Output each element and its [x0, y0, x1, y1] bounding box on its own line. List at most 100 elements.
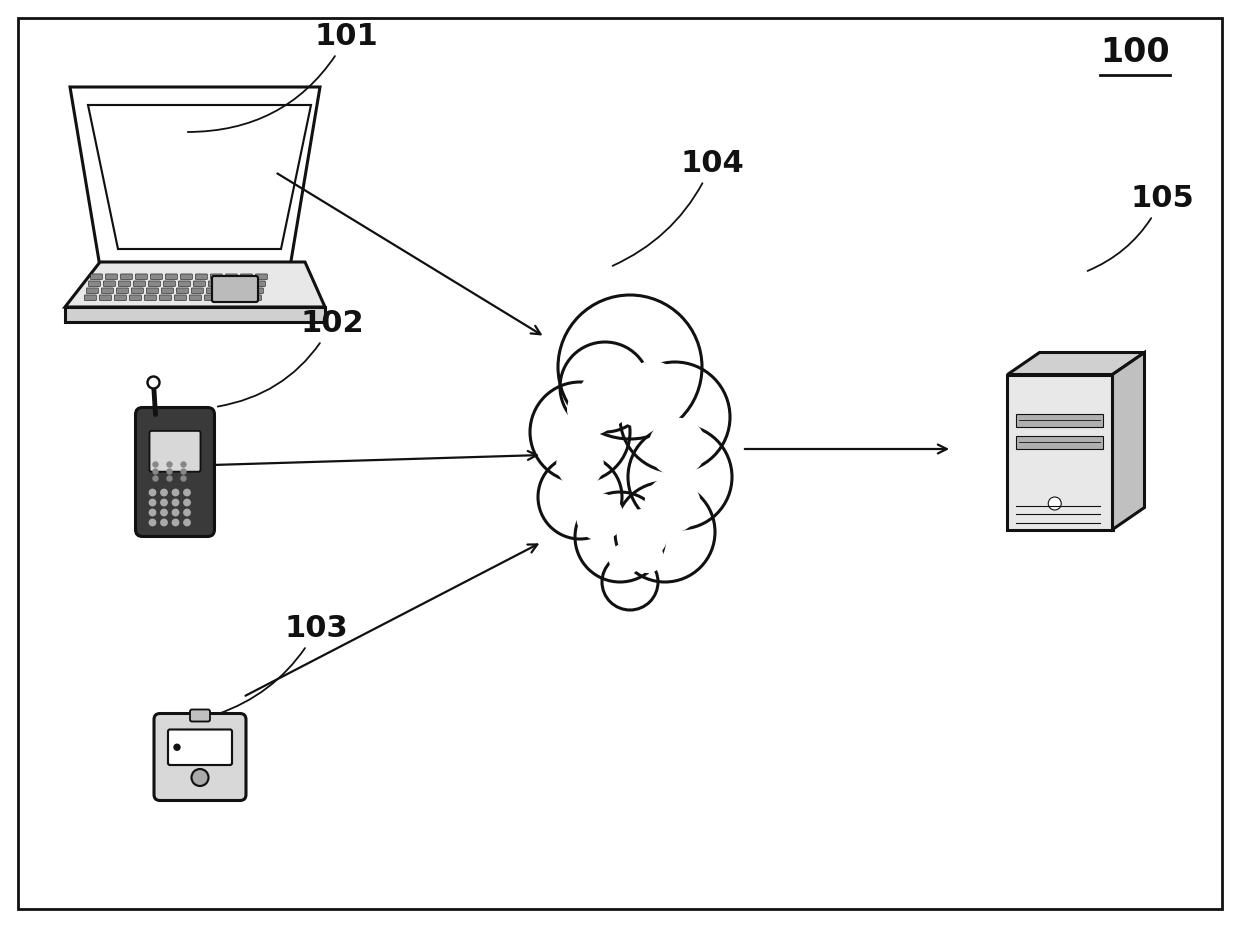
Circle shape [172, 489, 179, 496]
Bar [1017, 436, 1102, 449]
Circle shape [593, 352, 642, 401]
Circle shape [601, 554, 658, 610]
Circle shape [184, 500, 190, 506]
Circle shape [161, 509, 167, 515]
Circle shape [568, 385, 618, 434]
Circle shape [172, 519, 179, 526]
Bar [1007, 375, 1112, 529]
FancyBboxPatch shape [146, 288, 159, 294]
FancyBboxPatch shape [120, 274, 133, 280]
Circle shape [618, 510, 667, 559]
FancyBboxPatch shape [212, 276, 258, 302]
FancyBboxPatch shape [252, 288, 263, 294]
FancyBboxPatch shape [181, 274, 192, 280]
Circle shape [149, 509, 156, 515]
Circle shape [610, 544, 640, 575]
Text: 103: 103 [218, 614, 348, 714]
FancyBboxPatch shape [234, 295, 247, 300]
FancyBboxPatch shape [129, 295, 141, 300]
Circle shape [577, 494, 624, 540]
Circle shape [620, 362, 730, 472]
Circle shape [167, 476, 172, 481]
Circle shape [161, 519, 167, 526]
Circle shape [184, 519, 190, 526]
FancyBboxPatch shape [238, 281, 250, 286]
FancyBboxPatch shape [134, 281, 145, 286]
FancyBboxPatch shape [167, 730, 232, 765]
FancyBboxPatch shape [164, 281, 175, 286]
Text: 105: 105 [1087, 184, 1194, 271]
FancyBboxPatch shape [150, 431, 201, 472]
Circle shape [538, 455, 622, 539]
Polygon shape [1112, 352, 1145, 529]
Circle shape [1048, 497, 1061, 510]
FancyBboxPatch shape [205, 295, 216, 300]
FancyBboxPatch shape [179, 281, 190, 286]
FancyBboxPatch shape [249, 295, 262, 300]
Text: 104: 104 [613, 149, 744, 266]
Circle shape [557, 441, 603, 488]
Circle shape [184, 489, 190, 496]
FancyBboxPatch shape [223, 281, 236, 286]
Circle shape [161, 489, 167, 496]
FancyBboxPatch shape [222, 288, 233, 294]
FancyBboxPatch shape [87, 288, 98, 294]
FancyBboxPatch shape [150, 274, 162, 280]
Circle shape [167, 469, 172, 474]
Bar [1017, 413, 1102, 427]
Circle shape [153, 462, 157, 467]
Circle shape [181, 476, 186, 481]
Circle shape [172, 500, 179, 506]
FancyBboxPatch shape [237, 288, 248, 294]
Polygon shape [88, 105, 311, 249]
FancyBboxPatch shape [103, 281, 115, 286]
FancyBboxPatch shape [154, 714, 246, 801]
Circle shape [149, 500, 156, 506]
FancyBboxPatch shape [135, 408, 215, 537]
Circle shape [575, 492, 665, 582]
Circle shape [615, 482, 715, 582]
FancyBboxPatch shape [191, 288, 203, 294]
FancyBboxPatch shape [99, 295, 112, 300]
Circle shape [181, 469, 186, 474]
FancyBboxPatch shape [88, 281, 100, 286]
Circle shape [615, 377, 665, 426]
FancyBboxPatch shape [226, 274, 237, 280]
FancyBboxPatch shape [208, 281, 221, 286]
FancyBboxPatch shape [149, 281, 160, 286]
Circle shape [148, 376, 160, 388]
FancyBboxPatch shape [105, 274, 118, 280]
FancyBboxPatch shape [190, 709, 210, 721]
Polygon shape [69, 87, 320, 267]
FancyBboxPatch shape [241, 274, 252, 280]
FancyBboxPatch shape [161, 288, 174, 294]
FancyBboxPatch shape [165, 274, 177, 280]
Polygon shape [64, 262, 325, 307]
Text: 100: 100 [1100, 35, 1169, 69]
Text: 101: 101 [187, 22, 378, 132]
FancyBboxPatch shape [117, 288, 128, 294]
Circle shape [153, 476, 157, 481]
FancyBboxPatch shape [160, 295, 171, 300]
FancyBboxPatch shape [175, 295, 186, 300]
FancyBboxPatch shape [193, 281, 206, 286]
Circle shape [191, 769, 208, 786]
Circle shape [172, 509, 179, 515]
Circle shape [529, 382, 630, 482]
Circle shape [560, 342, 650, 432]
Circle shape [622, 362, 683, 423]
Circle shape [627, 425, 732, 529]
Circle shape [174, 744, 180, 750]
FancyBboxPatch shape [131, 288, 144, 294]
Circle shape [153, 469, 157, 474]
Circle shape [578, 372, 632, 427]
Circle shape [181, 462, 186, 467]
FancyBboxPatch shape [253, 281, 265, 286]
Text: 102: 102 [218, 309, 363, 407]
Circle shape [149, 519, 156, 526]
Circle shape [645, 477, 701, 532]
Circle shape [184, 509, 190, 515]
Polygon shape [1007, 352, 1145, 375]
FancyBboxPatch shape [84, 295, 97, 300]
FancyBboxPatch shape [135, 274, 148, 280]
